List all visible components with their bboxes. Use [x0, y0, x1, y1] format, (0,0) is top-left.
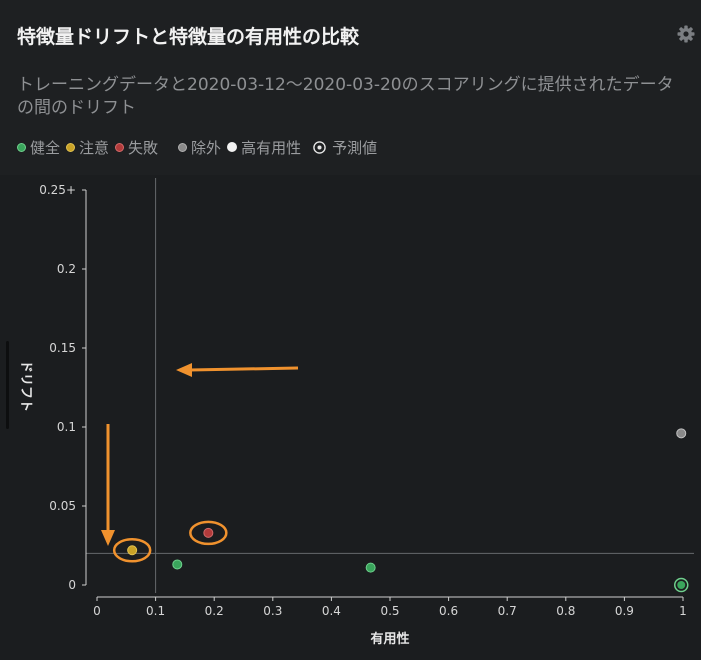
legend-label: 高有用性 — [241, 138, 302, 157]
warning-dot-icon — [66, 142, 76, 152]
y-tick-label: 0.1 — [57, 420, 76, 434]
x-tick-label: 0.9 — [615, 604, 634, 618]
x-axis-title: 有用性 — [370, 631, 409, 647]
legend: 健全 注意 失敗 除外 高有用性 予測値 — [17, 136, 383, 158]
data-point — [172, 559, 183, 570]
legend-item-healthy[interactable]: 健全 — [17, 137, 60, 158]
annotations — [101, 363, 299, 546]
legend-item-high-importance[interactable]: 高有用性 — [227, 137, 301, 158]
y-axis-title: ドリフト — [18, 360, 33, 412]
legend-label: 健全 — [30, 138, 61, 157]
data-point — [365, 562, 376, 573]
x-tick-label: 0.4 — [322, 604, 341, 618]
x-tick-label: 0.6 — [439, 604, 458, 618]
excluded-dot-icon — [178, 142, 188, 152]
legend-item-target[interactable]: 予測値 — [313, 137, 377, 158]
data-point — [676, 428, 687, 439]
chart-subtitle: トレーニングデータと2020-03-12〜2020-03-20のスコアリングに提… — [17, 75, 674, 118]
x-tick-label: 0.3 — [263, 604, 282, 618]
x-tick-label: 0.2 — [205, 604, 224, 618]
x-tick-label: 1 — [679, 604, 687, 618]
y-tick-label: 0.15 — [49, 341, 76, 355]
y-tick-label: 0 — [68, 578, 76, 592]
legend-item-failing[interactable]: 失敗 — [115, 137, 158, 158]
legend-label: 予測値 — [332, 138, 378, 157]
legend-label: 失敗 — [128, 138, 159, 157]
vertical-arrow-annotation — [101, 424, 115, 546]
legend-label: 注意 — [79, 138, 110, 157]
failing-dot-icon — [115, 142, 125, 152]
horizontal-arrow-annotation — [176, 363, 299, 377]
data-points — [112, 428, 689, 593]
high-importance-dot-icon — [227, 142, 238, 152]
data-point — [203, 527, 214, 538]
x-tick-label: 0.1 — [146, 604, 165, 618]
highlight-ring — [112, 537, 152, 563]
x-tick-label: 0.8 — [556, 604, 575, 618]
healthy-dot-icon — [17, 142, 26, 152]
plot-area — [0, 175, 701, 660]
y-tick-label: 0.05 — [49, 499, 76, 513]
target-point-ring — [673, 577, 689, 593]
x-tick-label: 0 — [93, 604, 101, 618]
x-tick-label: 0.7 — [498, 604, 517, 618]
target-point — [677, 581, 686, 589]
chart-title: 特徴量ドリフトと特徴量の有用性の比較 — [17, 26, 360, 48]
legend-item-excluded[interactable]: 除外 — [178, 137, 221, 158]
resize-handle[interactable] — [6, 341, 9, 429]
x-tick-label: 0.5 — [380, 604, 399, 618]
legend-item-warning[interactable]: 注意 — [66, 137, 109, 158]
y-tick-label: 0.2 — [57, 262, 76, 276]
data-point — [127, 545, 138, 556]
legend-label: 除外 — [191, 138, 222, 157]
threshold-lines — [86, 178, 694, 593]
highlight-ring — [189, 520, 228, 546]
gear-icon[interactable] — [676, 24, 696, 44]
chart-header: 特徴量ドリフトと特徴量の有用性の比較 トレーニングデータと2020-03-12〜… — [0, 0, 701, 175]
target-icon — [313, 140, 326, 154]
y-tick-label: 0.25+ — [39, 183, 76, 197]
axes: 0 0.05 0.1 0.15 0.2 0.25+ 0 0.1 0.2 0.3 0.4 0.5 0.6 0… — [39, 183, 687, 618]
